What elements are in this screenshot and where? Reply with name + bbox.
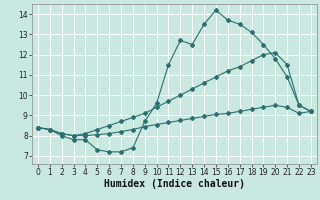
X-axis label: Humidex (Indice chaleur): Humidex (Indice chaleur) xyxy=(104,179,245,189)
